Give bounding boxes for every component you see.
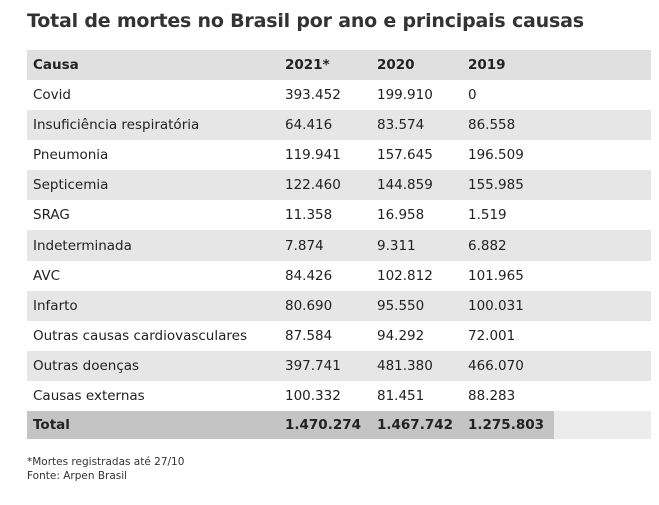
cell-2021: 80.690 xyxy=(285,297,333,314)
row-spacer xyxy=(554,200,651,230)
total-row: Total 1.470.274 1.467.742 1.275.803 xyxy=(27,411,651,440)
cell-causa: Septicemia xyxy=(33,177,109,194)
cell-2021: 87.584 xyxy=(285,327,333,344)
cell-2020: 157.645 xyxy=(377,147,433,164)
table-header-row: Causa 2021* 2020 2019 xyxy=(27,50,651,80)
total-2021: 1.470.274 xyxy=(279,411,371,440)
column-header-2019: 2019 xyxy=(468,57,506,73)
table-row: Septicemia 122.460 144.859 155.985 xyxy=(27,170,651,201)
row-spacer xyxy=(554,140,651,170)
table-title: Total de mortes no Brasil por ano e prin… xyxy=(27,10,584,32)
cell-2021: 119.941 xyxy=(285,147,341,164)
table-row: Pneumonia 119.941 157.645 196.509 xyxy=(27,140,651,171)
total-2020: 1.467.742 xyxy=(371,411,462,440)
cell-2019: 196.509 xyxy=(468,147,524,164)
cell-2021: 397.741 xyxy=(285,357,341,374)
cell-causa: Causas externas xyxy=(33,387,145,404)
cell-2021: 393.452 xyxy=(285,87,341,104)
cell-2019: 1.519 xyxy=(468,207,507,224)
cell-2020: 83.574 xyxy=(377,117,425,134)
cell-2021: 7.874 xyxy=(285,237,324,254)
deaths-table: Causa 2021* 2020 2019 Covid 393.452 199.91… xyxy=(27,50,651,440)
cell-2021: 84.426 xyxy=(285,267,333,284)
cell-2019: 100.031 xyxy=(468,297,524,314)
column-header-spacer xyxy=(554,50,651,80)
row-spacer xyxy=(554,230,651,260)
table-row: Outras causas cardiovasculares 87.584 94.2… xyxy=(27,320,651,351)
table-row: Infarto 80.690 95.550 100.031 xyxy=(27,290,651,321)
total-2019: 1.275.803 xyxy=(462,411,554,440)
column-header-2020: 2020 xyxy=(377,57,415,73)
row-spacer xyxy=(554,381,651,411)
cell-2019: 101.965 xyxy=(468,267,524,284)
cell-2021: 122.460 xyxy=(285,177,341,194)
cell-causa: Covid xyxy=(33,87,71,104)
table-row: AVC 84.426 102.812 101.965 xyxy=(27,260,651,291)
row-spacer xyxy=(554,80,651,110)
table-row: SRAG 11.358 16.958 1.519 xyxy=(27,200,651,231)
cell-2021: 11.358 xyxy=(285,207,333,224)
column-header-causa: Causa xyxy=(33,57,79,73)
cell-2019: 88.283 xyxy=(468,387,516,404)
cell-2020: 81.451 xyxy=(377,387,425,404)
cell-2019: 6.882 xyxy=(468,237,507,254)
cell-2020: 102.812 xyxy=(377,267,433,284)
cell-causa: Infarto xyxy=(33,297,78,314)
cell-2020: 94.292 xyxy=(377,327,425,344)
cell-causa: Insuficiência respiratória xyxy=(33,117,200,134)
row-spacer xyxy=(554,261,651,291)
source-note: Fonte: Arpen Brasil xyxy=(27,470,128,482)
cell-2021: 100.332 xyxy=(285,387,341,404)
table-row: Causas externas 100.332 81.451 88.283 xyxy=(27,380,651,412)
cell-2019: 72.001 xyxy=(468,327,516,344)
row-spacer xyxy=(554,291,651,321)
table-row: Outras doenças 397.741 481.380 466.070 xyxy=(27,350,651,381)
cell-causa: Indeterminada xyxy=(33,237,132,254)
cell-2019: 466.070 xyxy=(468,357,524,374)
cell-2019: 86.558 xyxy=(468,117,516,134)
cell-2020: 481.380 xyxy=(377,357,433,374)
cell-2019: 155.985 xyxy=(468,177,524,194)
total-spacer xyxy=(554,411,651,440)
footnotes: *Mortes registradas até 27/10 Fonte: Arp… xyxy=(27,455,184,483)
row-spacer xyxy=(554,110,651,140)
table-row: Covid 393.452 199.910 0 xyxy=(27,80,651,111)
cell-causa: Outras doenças xyxy=(33,357,140,374)
column-header-2021: 2021* xyxy=(285,57,330,73)
total-label: Total xyxy=(27,411,279,440)
cell-2020: 95.550 xyxy=(377,297,425,314)
cell-causa: Pneumonia xyxy=(33,147,109,164)
cell-2020: 9.311 xyxy=(377,237,416,254)
cell-2019: 0 xyxy=(468,87,477,104)
table-row: Insuficiência respiratória 64.416 83.574 86… xyxy=(27,110,651,141)
cell-2020: 144.859 xyxy=(377,177,433,194)
cell-2020: 199.910 xyxy=(377,87,433,104)
cell-causa: AVC xyxy=(33,267,61,284)
cell-causa: Outras causas cardiovasculares xyxy=(33,327,247,344)
cell-2021: 64.416 xyxy=(285,117,333,134)
cell-causa: SRAG xyxy=(33,207,70,224)
row-spacer xyxy=(554,351,651,381)
row-spacer xyxy=(554,321,651,351)
row-spacer xyxy=(554,170,651,200)
cell-2020: 16.958 xyxy=(377,207,425,224)
footnote-date: *Mortes registradas até 27/10 xyxy=(27,456,185,468)
table-row: Indeterminada 7.874 9.311 6.882 xyxy=(27,230,651,261)
